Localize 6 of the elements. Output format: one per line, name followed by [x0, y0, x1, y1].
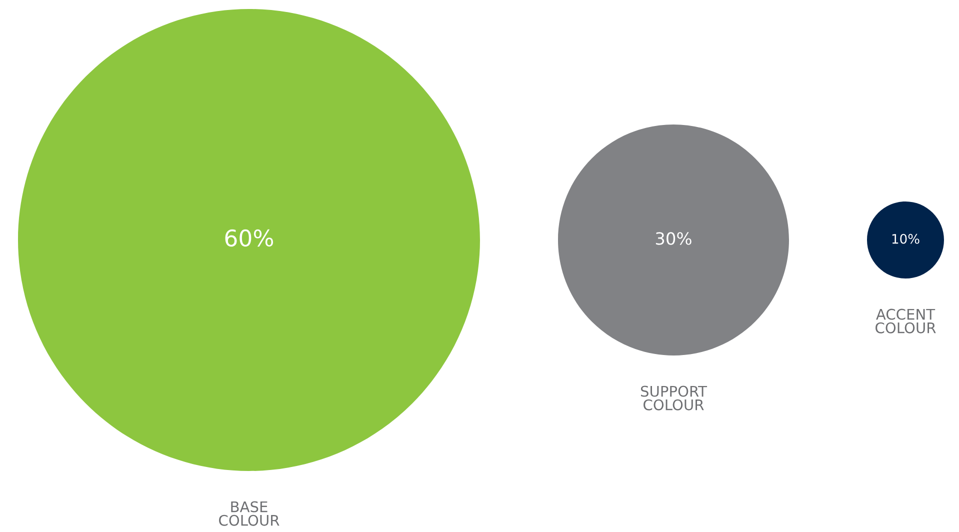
category-label: ACCENT COLOUR [876, 308, 936, 334]
data-label: 10% [892, 234, 920, 244]
category-label: BASE COLOUR [219, 501, 280, 526]
category-label: SUPPORT COLOUR [640, 386, 708, 410]
data-label: 60% [225, 229, 274, 247]
data-label: 30% [656, 232, 692, 245]
